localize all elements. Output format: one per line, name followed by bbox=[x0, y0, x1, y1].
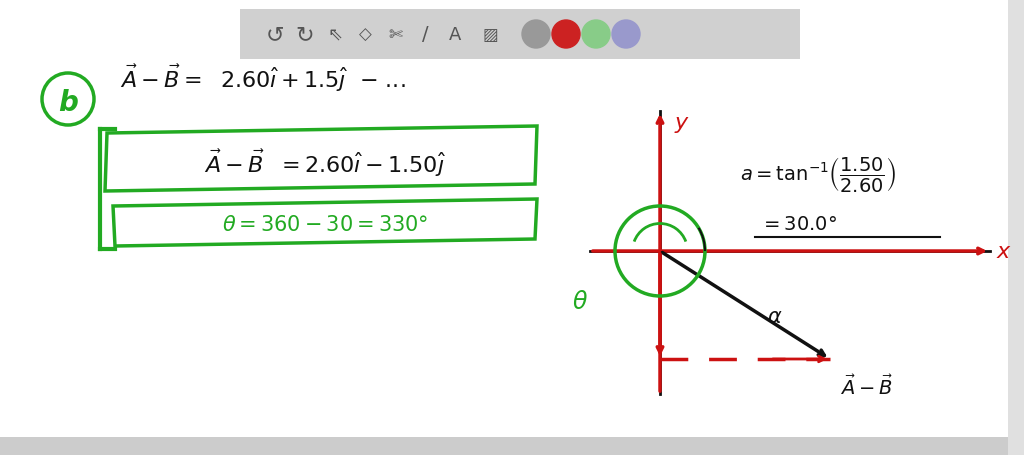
Text: ↺: ↺ bbox=[265, 25, 285, 45]
Circle shape bbox=[582, 21, 610, 49]
Text: ⇖: ⇖ bbox=[328, 26, 343, 44]
Circle shape bbox=[552, 21, 580, 49]
Text: $y$: $y$ bbox=[674, 115, 690, 135]
Text: ✄: ✄ bbox=[388, 26, 402, 44]
Text: $\theta = 360-30 = 330°$: $\theta = 360-30 = 330°$ bbox=[222, 214, 428, 234]
Text: $\vec{A}-\vec{B}$: $\vec{A}-\vec{B}$ bbox=[840, 374, 893, 399]
Text: ↻: ↻ bbox=[296, 25, 314, 45]
FancyBboxPatch shape bbox=[240, 10, 800, 60]
Text: $\alpha$: $\alpha$ bbox=[767, 306, 782, 326]
Text: $a = \tan^{-1}\!\left(\dfrac{1.50}{2.60}\right)$: $a = \tan^{-1}\!\left(\dfrac{1.50}{2.60}… bbox=[740, 155, 896, 194]
FancyBboxPatch shape bbox=[0, 437, 1024, 455]
Text: b: b bbox=[58, 89, 78, 117]
Text: $\vec{A}-\vec{B}$  $= 2.60\hat{\imath} - 1.50\hat{\jmath}$: $\vec{A}-\vec{B}$ $= 2.60\hat{\imath} - … bbox=[204, 147, 446, 178]
Text: $x$: $x$ bbox=[996, 242, 1012, 262]
FancyBboxPatch shape bbox=[1008, 0, 1024, 455]
Text: ◇: ◇ bbox=[358, 26, 372, 44]
Text: /: / bbox=[422, 25, 428, 45]
Text: $\theta$: $\theta$ bbox=[572, 289, 588, 313]
Circle shape bbox=[612, 21, 640, 49]
Text: ▨: ▨ bbox=[482, 26, 498, 44]
Text: $= 30.0°$: $= 30.0°$ bbox=[760, 215, 838, 234]
Text: $\vec{A}-\vec{B}=$  $2.60\hat{\imath}+1.5\hat{\jmath}$  − ...: $\vec{A}-\vec{B}=$ $2.60\hat{\imath}+1.5… bbox=[120, 62, 406, 93]
Text: A: A bbox=[449, 26, 461, 44]
Circle shape bbox=[522, 21, 550, 49]
